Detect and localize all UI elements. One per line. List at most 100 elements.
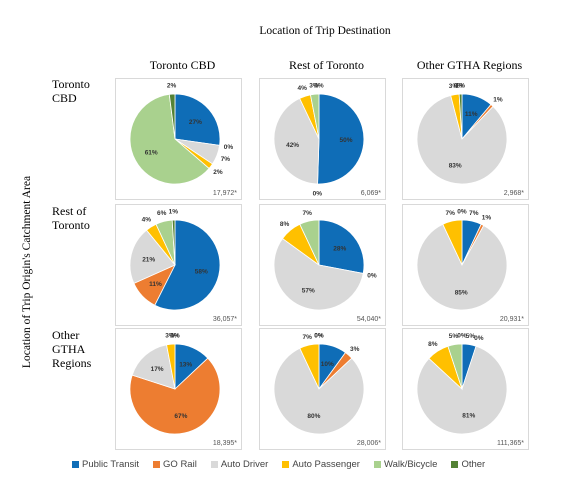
pie-svg: 28% 0% 57% 8% 7% <box>273 210 377 311</box>
data-label-auto-driver: 21% <box>142 256 155 263</box>
legend: Public Transit GO Rail Auto Driver Auto Pas… <box>72 459 485 470</box>
pie-svg: 13%67%17%3%0%0% <box>129 333 221 435</box>
slice-auto-passenger <box>166 343 176 390</box>
data-label-other: 1% <box>456 83 466 90</box>
data-label-auto-driver: 17% <box>151 366 164 373</box>
legend-label: Public Transit <box>82 459 140 470</box>
sample-size-label: 6,069* <box>360 190 381 197</box>
legend-swatch <box>72 461 79 468</box>
row-title-line: Toronto <box>52 218 90 232</box>
pie-chart-rest-of-toronto-from-row-1: 50% 0% 42% 4% 3% 0% 6,069* <box>259 78 386 200</box>
row-title-line: CBD <box>52 91 77 105</box>
pie-svg: 58% 11% 21% 4% 6% 1% <box>129 209 221 311</box>
pie-chart-rest-of-toronto-from-row-2: 28% 0% 57% 8% 7% 54,040* <box>259 204 386 326</box>
legend-item-other: Other <box>451 459 485 470</box>
sample-size-label: 2,968* <box>503 190 524 197</box>
legend-item-public-transit: Public Transit <box>72 459 139 470</box>
slice-public-transit <box>317 93 365 185</box>
row-title-toronto-cbd: Toronto CBD <box>52 77 112 105</box>
column-title-toronto-cbd: Toronto CBD <box>149 58 216 72</box>
sample-size-label: 111,365* <box>497 440 524 447</box>
data-label-public-transit: 5% <box>466 333 476 340</box>
data-label-go-rail: 0% <box>224 144 234 151</box>
data-label-auto-passenger: 3% <box>449 83 459 90</box>
data-label-walk-bicycle: 5% <box>449 333 459 340</box>
data-label-auto-driver: 57% <box>302 287 315 294</box>
data-label-public-transit: 58% <box>195 269 208 276</box>
legend-label: Auto Driver <box>220 459 269 470</box>
slice-auto-driver <box>273 237 364 311</box>
pie-chart-rest-of-toronto-from-row-3: 10% 3% 80% 7% 0% 0% 28,006* <box>259 328 386 450</box>
slice-other <box>168 93 176 140</box>
data-label-walk-bicycle: 7% <box>302 210 312 217</box>
pie-svg: 7%1%85%7% 0% <box>416 209 508 311</box>
pie-chart-toronto-cbd-from-row-1: 27% 0% 7% 2% 61% 2% 17,972* <box>115 78 242 200</box>
data-label-public-transit: 50% <box>339 137 352 144</box>
slice-walk-bicycle <box>299 219 320 266</box>
data-label-auto-driver: 81% <box>462 413 475 420</box>
slice-public-transit <box>174 93 221 146</box>
slice-auto-driver <box>416 345 508 435</box>
pie-chart-toronto-cbd-from-row-2: 58% 11% 21% 4% 6% 1% 36,057* <box>115 204 242 326</box>
pie-chart-other-gtha-regions-from-row-3: 5% 0% 81% 8% 5% 0% 111,365* <box>402 328 529 450</box>
data-label-walk-bicycle: 0% <box>454 83 464 90</box>
data-label-auto-passenger: 2% <box>213 169 223 176</box>
slice-walk-bicycle <box>129 93 210 185</box>
data-label-auto-passenger: 8% <box>280 221 290 228</box>
sample-size-label: 18,395* <box>212 440 237 447</box>
data-label-other: 0% <box>170 333 180 340</box>
slice-auto-driver <box>273 97 320 185</box>
data-label-other: 0% <box>314 333 324 340</box>
data-label-auto-driver: 7% <box>221 156 231 163</box>
legend-label: Walk/Bicycle <box>383 459 438 470</box>
pie-chart-other-gtha-regions-from-row-1: 11% 1% 83% 3% 0% 1% 2,968* <box>402 78 529 200</box>
slice-auto-driver <box>131 344 176 390</box>
data-label-public-transit: 10% <box>321 361 334 368</box>
data-label-public-transit: 11% <box>465 111 478 118</box>
slice-auto-passenger <box>442 219 463 266</box>
legend-swatch <box>210 461 218 468</box>
slice-auto-driver <box>273 347 365 435</box>
pie-svg: 50%0%42%4% 3%0% <box>273 83 365 198</box>
data-label-walk-bicycle: 0% <box>314 333 324 340</box>
slice-public-transit <box>318 219 365 274</box>
data-label-other: 0% <box>457 333 467 340</box>
sample-size-label: 20,931* <box>499 316 524 323</box>
slice-other <box>171 219 176 266</box>
column-title-rest-of-toronto: Rest of Toronto <box>289 58 364 72</box>
data-label-auto-driver: 42% <box>286 142 299 149</box>
legend-swatch <box>282 461 290 468</box>
slice-walk-bicycle <box>310 93 320 140</box>
slice-auto-driver <box>416 223 508 311</box>
data-label-auto-driver: 80% <box>307 413 320 420</box>
data-label-walk-bicycle: 0% <box>170 333 180 340</box>
row-title-rest-of-toronto: Rest of Toronto <box>52 204 112 232</box>
data-label-go-rail: 1% <box>493 96 503 103</box>
pie-svg: 11%1%83%3%0%1% <box>416 83 508 185</box>
data-label-public-transit: 7% <box>469 210 479 217</box>
data-label-auto-driver: 85% <box>455 290 468 297</box>
slice-auto-passenger <box>299 343 320 390</box>
slice-walk-bicycle <box>447 343 463 390</box>
data-label-other: 2% <box>167 83 177 90</box>
data-label-go-rail: 11% <box>149 281 162 288</box>
sample-size-label: 54,040* <box>356 316 381 323</box>
data-label-auto-passenger: 7% <box>445 210 455 217</box>
legend-label: Other <box>461 459 486 470</box>
data-label-public-transit: 27% <box>189 119 202 126</box>
slice-public-transit <box>154 219 221 311</box>
pie-chart-other-gtha-regions-from-row-2: 7% 1% 85% 7% 0% 20,931* <box>402 204 529 326</box>
legend-label: Auto Passenger <box>292 459 360 470</box>
y-axis-title: Location of Trip Origin's Catchment Area <box>21 175 33 369</box>
legend-swatch <box>373 461 381 468</box>
data-label-auto-passenger: 7% <box>302 334 312 341</box>
row-title-line: Regions <box>52 356 92 370</box>
data-label-other: 0% <box>314 83 324 90</box>
legend-item-auto-passenger: Auto Passenger <box>282 459 360 470</box>
data-label-walk-bicycle: 3% <box>309 83 319 90</box>
row-title-line: Rest of <box>52 204 87 218</box>
sample-size-label: 17,972* <box>212 190 237 197</box>
data-label-auto-passenger: 4% <box>297 85 307 92</box>
data-label-public-transit: 13% <box>179 362 192 369</box>
slice-go-rail <box>129 357 221 435</box>
